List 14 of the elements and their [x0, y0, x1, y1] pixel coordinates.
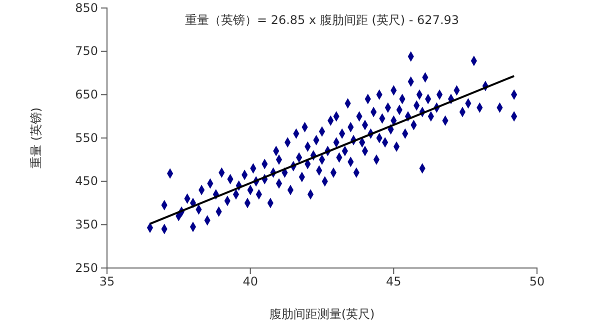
y-tick-label: 550	[75, 130, 98, 145]
y-tick-label: 750	[75, 44, 98, 58]
chart-title: 重量（英镑）= 26.85 x 腹肋间距 (英尺) - 627.93	[184, 13, 460, 27]
x-axis-title: 腹肋间距测量(英尺)	[269, 307, 375, 321]
y-tick-label: 350	[75, 218, 98, 232]
x-tick-label: 35	[99, 274, 115, 289]
x-tick-label: 45	[386, 274, 402, 289]
y-tick-label: 850	[75, 0, 98, 15]
y-tick-label: 650	[75, 88, 98, 102]
y-axis-title: 重量 (英镑)	[29, 107, 43, 169]
x-tick-label: 50	[529, 274, 545, 289]
y-tick-label: 450	[75, 174, 98, 188]
y-tick-label: 250	[75, 260, 98, 275]
x-tick-label: 40	[242, 274, 258, 289]
